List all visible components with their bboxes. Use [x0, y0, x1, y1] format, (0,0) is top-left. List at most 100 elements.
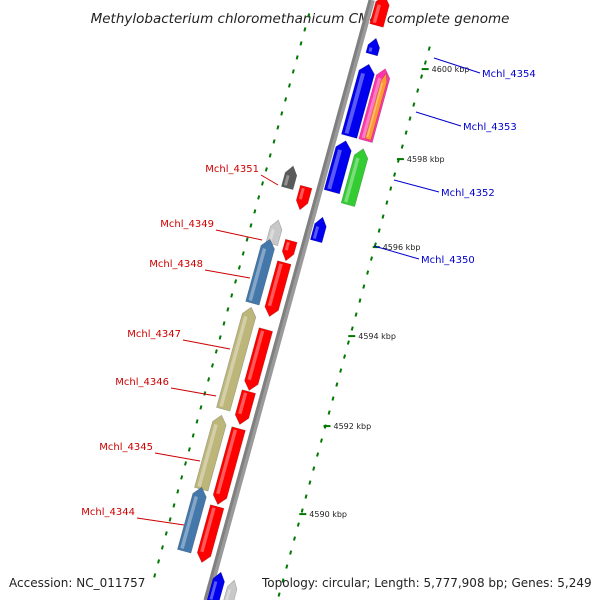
inner-tick-mark — [199, 405, 203, 410]
inner-tick-mark — [218, 335, 222, 340]
gene-block-lightgray-shine — [268, 229, 275, 242]
gene-block-steel-shine — [180, 496, 199, 549]
gene-block-blue — [323, 140, 352, 195]
outer-tick-mark — [412, 102, 416, 107]
gene-label-reverse: Mchl_4346 — [115, 377, 169, 388]
gene-block-blue-shine — [368, 47, 373, 53]
inner-tick-mark — [241, 251, 245, 256]
gene-block-red — [369, 0, 390, 28]
gene-block-orange — [364, 72, 388, 141]
outer-tick-mark — [377, 228, 381, 233]
gene-block-red-shine — [372, 4, 381, 24]
tick-label: 4592 kbp — [333, 422, 371, 431]
label-leader — [393, 179, 440, 193]
outer-tick-mark — [292, 536, 296, 541]
inner-tick-mark — [176, 489, 180, 494]
inner-tick-mark — [249, 223, 253, 228]
inner-tick-mark — [291, 69, 295, 74]
inner-tick-mark — [172, 503, 176, 508]
inner-tick-mark — [184, 461, 188, 466]
gene-block-blue — [341, 63, 375, 139]
gene-block-blue-shine — [344, 72, 366, 134]
outer-tick-mark — [304, 494, 308, 499]
label-leader — [373, 245, 420, 260]
label-leader — [415, 111, 462, 127]
inner-tick-mark — [168, 517, 172, 522]
gene-block-blue-shine — [312, 226, 320, 239]
inner-tick-mark — [187, 447, 191, 452]
outer-tick-mark — [350, 326, 354, 331]
gene-block-red-shine — [284, 241, 290, 251]
tick-label: 4596 kbp — [383, 243, 421, 252]
outer-tick-mark — [281, 578, 285, 583]
gene-block-red-shine — [298, 187, 305, 200]
gene-block-magenta-shine — [361, 77, 382, 139]
inner-tick-mark — [153, 573, 157, 578]
gene-label-reverse: Mchl_4349 — [160, 219, 214, 230]
gene-block-red — [295, 184, 313, 211]
gene-block-lightgray-shine — [225, 589, 231, 600]
gene-block-blue — [206, 571, 225, 600]
backbone-shadow — [204, 0, 375, 600]
label-leader — [154, 452, 201, 462]
gene-block-blue — [365, 37, 380, 57]
outer-tick-mark — [289, 550, 293, 555]
gene-block-blue-shine — [209, 581, 218, 600]
inner-tick-mark — [257, 195, 261, 200]
inner-tick-mark — [234, 279, 238, 284]
inner-tick-mark — [226, 307, 230, 312]
gene-label-reverse: Mchl_4348 — [149, 259, 203, 270]
outer-tick-mark — [277, 592, 281, 597]
inner-tick-mark — [261, 181, 265, 186]
gene-block-red — [234, 389, 256, 426]
gene-block-red — [281, 238, 298, 262]
gene-label-forward: Mchl_4350 — [421, 255, 475, 266]
outer-tick-mark — [339, 368, 343, 373]
inner-tick-mark — [214, 349, 218, 354]
accession-text: Accession: NC_011757 — [9, 576, 146, 590]
inner-tick-mark — [210, 363, 214, 368]
gene-block-gray-shine — [283, 175, 290, 186]
outer-tick-mark — [335, 382, 339, 387]
outer-tick-mark — [369, 256, 373, 261]
inner-tick-mark — [284, 97, 288, 102]
label-leader — [182, 339, 231, 350]
inner-tick-mark — [303, 27, 307, 32]
gene-block-red-shine — [247, 330, 265, 381]
label-leader — [215, 229, 263, 241]
label-leader — [136, 517, 185, 526]
outer-tick-mark — [420, 74, 424, 79]
gene-label-forward: Mchl_4353 — [463, 122, 517, 133]
gene-block-red — [244, 327, 274, 392]
gene-block-steel — [245, 238, 275, 306]
gene-block-lightgray — [223, 579, 238, 600]
gene-label-reverse: Mchl_4345 — [99, 442, 153, 453]
outer-tick-mark — [354, 312, 358, 317]
inner-tick-mark — [287, 83, 291, 88]
map-title: Methylobacterium chloromethanicum CM4, c… — [91, 11, 510, 27]
gene-block-red — [264, 260, 292, 318]
outer-tick-mark — [285, 564, 289, 569]
gene-label-reverse: Mchl_4351 — [205, 164, 259, 175]
label-leader — [204, 269, 251, 279]
gene-block-red — [212, 426, 246, 506]
gene-block-khaki-shine — [197, 424, 218, 487]
gene-block-blue — [309, 216, 327, 244]
outer-tick-mark — [427, 46, 431, 51]
gene-block-green — [340, 148, 369, 207]
outer-tick-mark — [404, 130, 408, 135]
gene-block-orange-shine — [366, 82, 383, 138]
inner-tick-mark — [307, 13, 311, 18]
outer-tick-mark — [319, 438, 323, 443]
inner-tick-mark — [160, 545, 164, 550]
outer-tick-mark — [358, 298, 362, 303]
outer-tick-mark — [393, 172, 397, 177]
inner-tick-mark — [195, 419, 199, 424]
gene-block-steel-shine — [248, 248, 267, 301]
backbone-line — [203, 0, 372, 600]
inner-tick-mark — [253, 209, 257, 214]
gene-block-red-shine — [238, 392, 248, 415]
inner-tick-mark — [157, 559, 161, 564]
gene-block-khaki — [216, 306, 257, 412]
gene-block-green-shine — [344, 157, 360, 203]
